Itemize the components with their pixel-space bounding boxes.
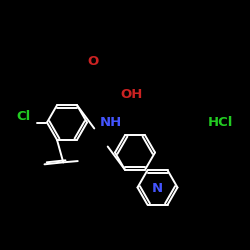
Text: NH: NH <box>100 116 122 129</box>
Text: OH: OH <box>120 88 142 102</box>
Text: HCl: HCl <box>207 116 233 129</box>
Text: O: O <box>87 55 98 68</box>
Text: Cl: Cl <box>16 110 31 123</box>
Text: N: N <box>152 182 163 195</box>
